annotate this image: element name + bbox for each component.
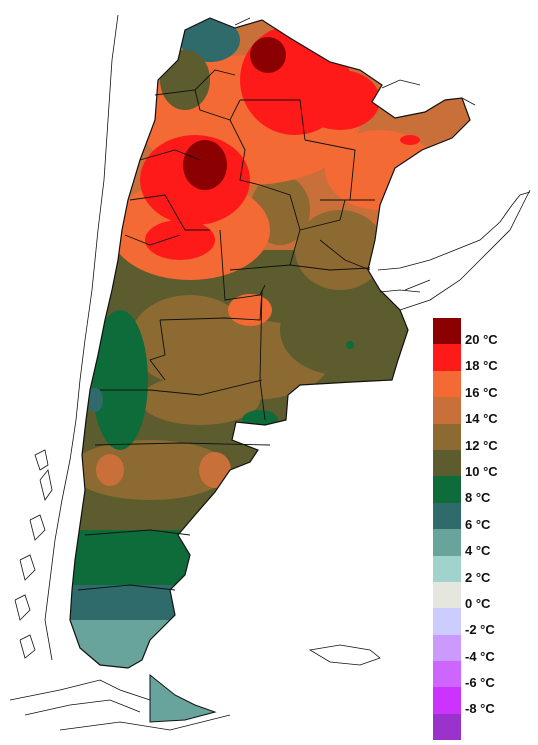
legend-label: 4 °C — [465, 543, 491, 559]
legend-swatch — [433, 555, 461, 582]
legend-row: 2 °C — [433, 555, 533, 585]
legend-row: 8 °C — [433, 476, 533, 506]
legend-row: 14 °C — [433, 397, 533, 427]
south-coast-islands — [9, 449, 381, 731]
legend-swatch — [433, 581, 461, 609]
legend-row: 6 °C — [433, 502, 533, 532]
legend-swatch — [433, 713, 461, 741]
temperature-legend: 20 °C 18 °C 16 °C 14 °C 12 °C 10 °C 8 °C… — [433, 318, 533, 741]
legend-row: -8 °C — [433, 687, 533, 717]
legend-swatch — [433, 318, 461, 345]
tierra-del-fuego — [149, 673, 217, 723]
legend-row: 16 °C — [433, 370, 533, 400]
province-borders — [77, 69, 375, 591]
legend-swatch — [433, 370, 461, 398]
legend-swatch — [433, 687, 461, 714]
legend-label: 16 °C — [465, 384, 498, 400]
legend-swatch — [433, 344, 461, 371]
legend-label: -6 °C — [465, 675, 495, 691]
legend-label: 0 °C — [465, 595, 491, 611]
legend-label: -2 °C — [465, 622, 495, 638]
legend-label: 18 °C — [465, 358, 498, 374]
legend-label: 14 °C — [465, 411, 498, 427]
legend-label: -4 °C — [465, 648, 495, 664]
legend-row: -2 °C — [433, 608, 533, 638]
legend-label: 2 °C — [465, 569, 491, 585]
legend-row: 12 °C — [433, 423, 533, 453]
legend-row: -6 °C — [433, 661, 533, 691]
legend-row: 4 °C — [433, 529, 533, 559]
legend-label: 8 °C — [465, 490, 491, 506]
legend-row: -4 °C — [433, 634, 533, 664]
legend-swatch — [433, 634, 461, 662]
legend-row: 0 °C — [433, 581, 533, 611]
legend-label: -8 °C — [465, 701, 495, 717]
legend-row: 18 °C — [433, 344, 533, 374]
legend-swatch — [433, 476, 461, 503]
legend-row — [433, 713, 533, 741]
legend-label: 20 °C — [465, 332, 498, 347]
legend-swatch — [433, 608, 461, 635]
legend-label: 10 °C — [465, 463, 498, 479]
legend-swatch — [433, 661, 461, 688]
legend-swatch — [433, 502, 461, 530]
legend-label: 12 °C — [465, 437, 498, 453]
legend-row: 10 °C — [433, 449, 533, 479]
uruguay-border — [377, 191, 531, 271]
legend-row: 20 °C — [433, 318, 533, 347]
neighbor-borders — [44, 14, 531, 661]
legend-swatch — [433, 423, 461, 450]
legend-swatch — [433, 397, 461, 424]
legend-label: 6 °C — [465, 516, 491, 532]
argentina-border — [69, 17, 471, 669]
legend-swatch — [433, 449, 461, 477]
legend-swatch — [433, 529, 461, 556]
